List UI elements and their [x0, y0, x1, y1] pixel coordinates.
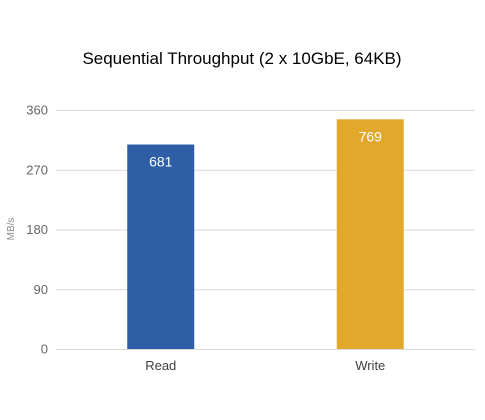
y-axis-ticks: 0 90 180 270 360: [26, 103, 48, 357]
x-category-label: Write: [355, 358, 385, 373]
y-tick-label: 360: [26, 103, 48, 118]
y-tick-label: 90: [34, 282, 48, 297]
x-category-label: Read: [145, 358, 176, 373]
data-labels: 681 769: [149, 128, 382, 169]
bar-read: [127, 144, 195, 349]
y-tick-label: 180: [26, 222, 48, 237]
chart-title: Sequential Throughput (2 x 10GbE, 64KB): [82, 49, 401, 68]
y-tick-label: 270: [26, 162, 48, 177]
bar-write: [336, 119, 404, 350]
y-tick-label: 0: [41, 342, 48, 357]
bars: [127, 119, 404, 350]
y-axis-label: MB/s: [6, 218, 17, 241]
gridlines: [56, 110, 475, 350]
data-label-read: 681: [149, 154, 173, 170]
x-axis-categories: Read Write: [145, 358, 385, 373]
data-label-write: 769: [359, 128, 383, 144]
